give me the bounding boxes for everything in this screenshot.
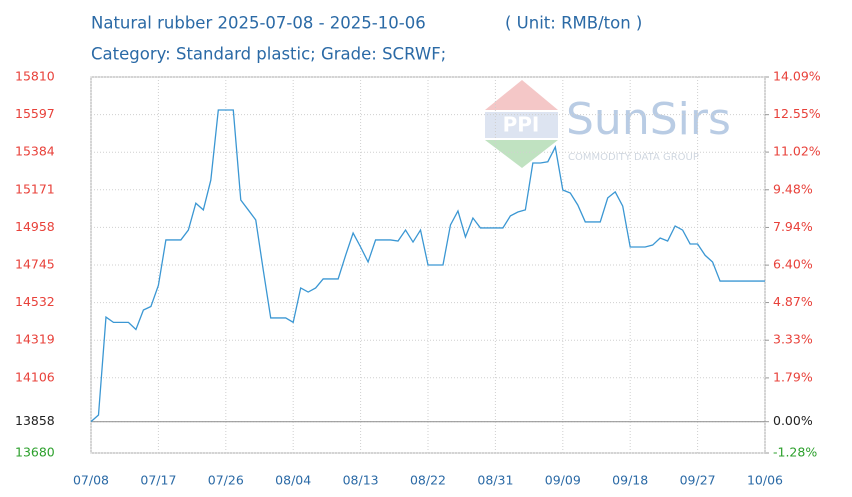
y2-tick-label: 14.09% [773, 69, 821, 84]
y-tick-label: 13858 [15, 413, 55, 428]
y-tick-label: 14745 [15, 257, 55, 272]
y2-tick-label: 3.33% [773, 332, 813, 347]
watermark-logo: PPI [503, 113, 540, 137]
x-tick-label: 08/04 [275, 473, 311, 488]
y-tick-label: 14958 [15, 219, 55, 234]
x-tick-label: 09/27 [680, 473, 716, 488]
logo-shape [485, 80, 558, 110]
x-tick-label: 09/18 [612, 473, 648, 488]
y-tick-label: 15384 [15, 144, 55, 159]
y2-tick-label: 6.40% [773, 257, 813, 272]
y2-tick-label: 7.94% [773, 219, 813, 234]
y2-tick-label: -1.28% [773, 445, 817, 460]
y-tick-label: 14319 [15, 332, 55, 347]
x-tick-label: 09/09 [545, 473, 581, 488]
logo-shape [485, 112, 558, 138]
x-tick-label: 07/08 [73, 473, 109, 488]
x-tick-label: 08/22 [410, 473, 446, 488]
watermark-brand: SunSirs [566, 94, 731, 145]
y-tick-label: 14532 [15, 294, 55, 309]
x-tick-label: 10/06 [747, 473, 783, 488]
y2-tick-label: 11.02% [773, 144, 821, 159]
y-tick-label: 15810 [15, 69, 55, 84]
x-tick-label: 08/13 [343, 473, 379, 488]
chart-subtitle: Category: Standard plastic; Grade: SCRWF… [91, 45, 446, 64]
y-tick-label: 15597 [15, 106, 55, 121]
y2-tick-label: 12.55% [773, 106, 821, 121]
y-tick-label: 15171 [15, 181, 55, 196]
unit: ( Unit: RMB/ton ) [505, 14, 642, 33]
y2-tick-label: 4.87% [773, 294, 813, 309]
watermark: PPI SunSirs COMMODITY DATA GROUP [485, 80, 731, 168]
x-tick-label: 07/17 [140, 473, 176, 488]
y-tick-label: 14106 [15, 369, 55, 384]
x-tick-label: 08/31 [477, 473, 513, 488]
y2-tick-label: 9.48% [773, 181, 813, 196]
y-tick-label: 13680 [15, 445, 55, 460]
series-line [90, 109, 765, 423]
x-tick-label: 07/26 [208, 473, 244, 488]
chart-title: Natural rubber 2025-07-08 - 2025-10-06 [91, 14, 426, 33]
y2-tick-label: 0.00% [773, 413, 813, 428]
watermark-tagline: COMMODITY DATA GROUP [568, 152, 699, 163]
y2-tick-label: 1.79% [773, 369, 813, 384]
logo-shape [485, 140, 558, 168]
